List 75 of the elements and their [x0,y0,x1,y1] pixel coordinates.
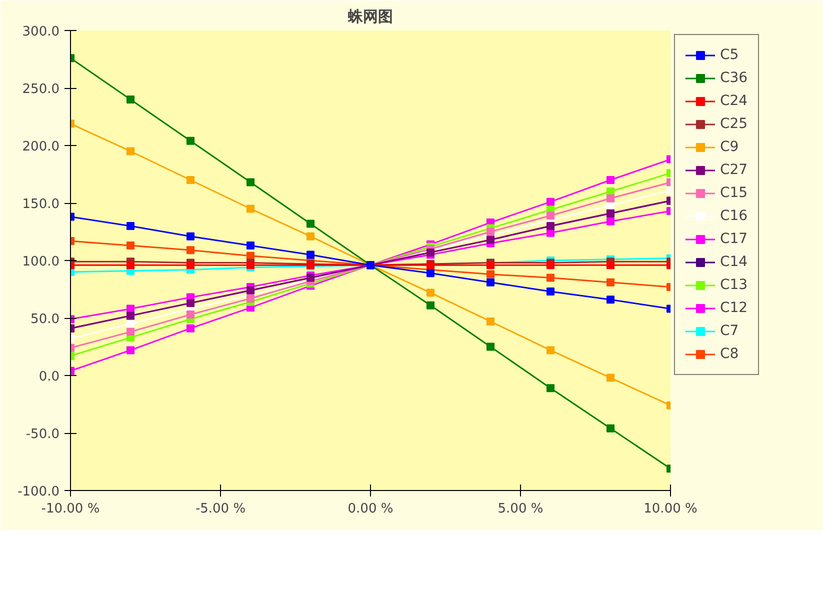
point [606,176,614,184]
legend-label: C36 [720,70,748,86]
point [486,228,494,236]
point [246,204,254,213]
point [126,242,134,250]
x-tick-label: -5.00 % [195,502,246,516]
point [126,96,134,104]
point [246,294,254,302]
chart-title: 蛛网图 [347,8,393,26]
legend-label: C27 [720,162,748,178]
point [306,220,314,228]
legend-label: C5 [720,47,740,63]
legend-label: C12 [720,300,748,316]
point [126,346,134,354]
point [426,301,434,310]
point [306,250,314,259]
point [606,261,614,270]
point [486,342,494,351]
point [186,232,194,240]
point [126,222,134,230]
point [546,261,554,270]
legend-label: C24 [720,93,748,109]
point [126,147,134,156]
point [546,274,554,282]
legend-label: C7 [720,323,740,339]
point [546,212,554,220]
y-tick-label: -50.0 [26,427,60,442]
point [126,261,134,270]
point [246,178,254,186]
point [186,261,194,270]
legend-label: C8 [720,346,740,362]
point [546,384,554,392]
point [246,242,254,250]
point [426,269,434,278]
point [486,261,494,270]
point [186,136,194,145]
legend-label: C13 [720,277,748,293]
point [606,424,614,432]
point [486,278,494,286]
legend-label: C16 [720,208,748,224]
y-tick-label: 150.0 [22,197,60,212]
legend-label: C9 [720,139,740,155]
x-tick-label: 5.00 % [498,502,544,516]
point [126,320,134,328]
point [606,194,614,202]
y-tick-label: -100.0 [18,484,60,500]
point [546,198,554,206]
point [306,232,314,240]
y-tick-label: 200.0 [22,140,60,154]
legend-label: C17 [720,231,748,247]
point [126,328,134,336]
point [606,217,614,226]
point [606,374,614,382]
point [186,176,194,184]
point [426,288,434,297]
point [606,278,614,286]
legend-label: C25 [720,116,748,132]
y-tick-label: 50.0 [30,312,60,327]
point [546,288,554,296]
y-tick-label: 300.0 [22,24,60,40]
point [486,270,494,278]
point [606,296,614,304]
point [186,246,194,254]
point [186,310,194,319]
x-tick-label: 0.00 % [348,502,394,516]
legend-label: C15 [720,185,748,201]
y-tick-label: 250.0 [22,82,60,97]
point [546,346,554,354]
point [186,324,194,332]
y-tick-label: 0.0 [38,370,60,384]
point [486,317,494,326]
y-tick-label: 100.0 [22,254,60,270]
x-tick-label: -10.00 % [41,502,100,516]
x-tick-label: 10.00 % [644,502,698,516]
legend-label: C14 [720,254,748,270]
